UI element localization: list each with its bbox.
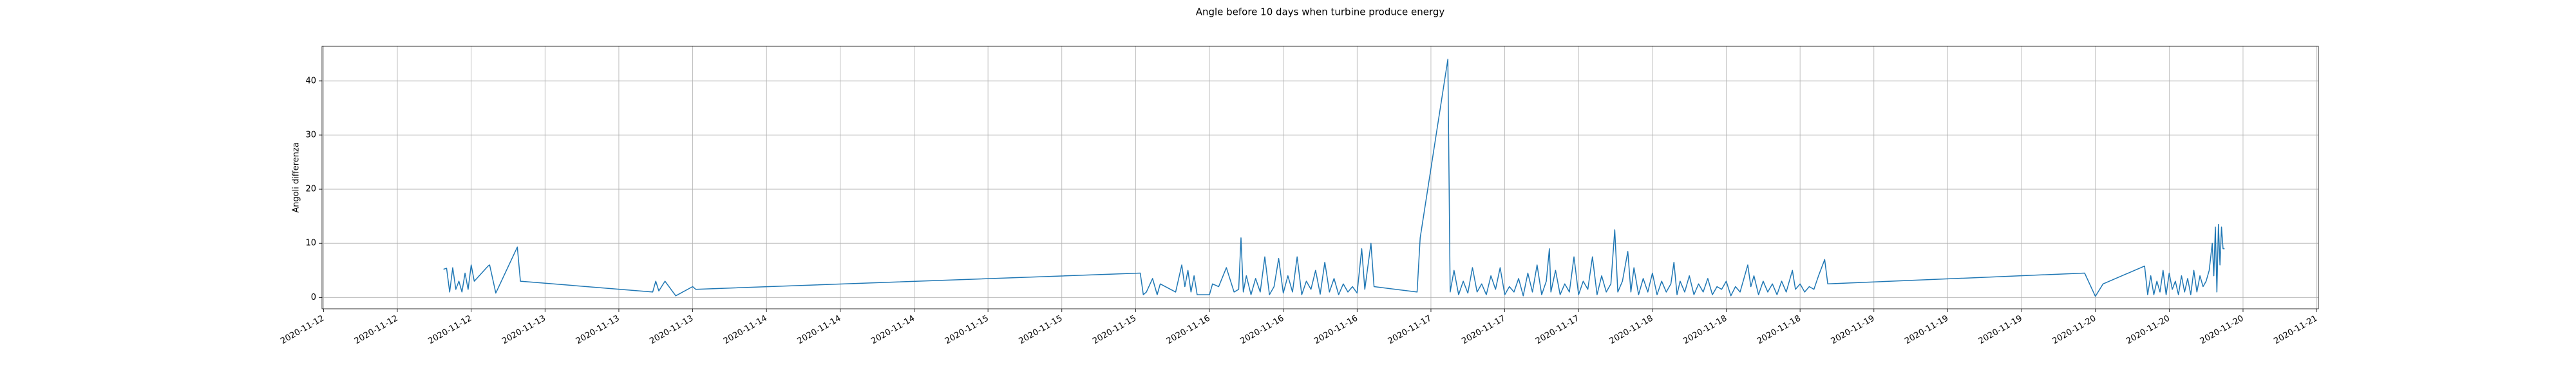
y-tick-label: 40 xyxy=(305,76,316,86)
plot-frame xyxy=(321,46,2319,309)
y-tick-label: 0 xyxy=(311,293,316,302)
y-tick-label: 30 xyxy=(305,130,316,140)
y-tick-label: 20 xyxy=(305,185,316,194)
y-tick-label: 10 xyxy=(305,239,316,248)
data-line xyxy=(443,59,2225,297)
chart-title: Angle before 10 days when turbine produc… xyxy=(1196,6,1445,18)
y-axis-label: Angoli differenza xyxy=(292,142,301,213)
